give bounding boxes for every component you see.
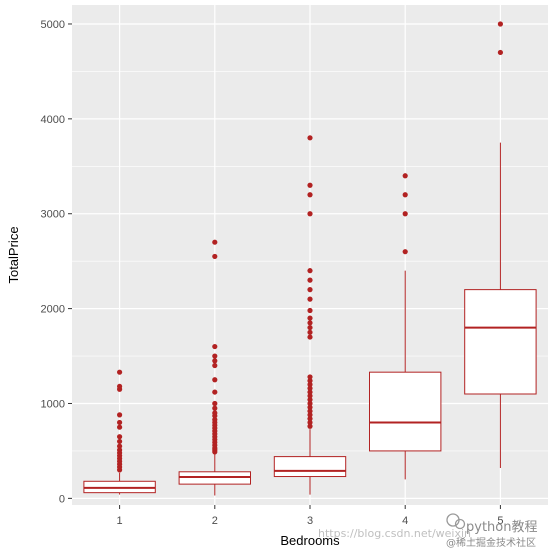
outlier-point [212,362,218,369]
x-tick-label: 2 [212,515,218,527]
outlier-point [307,381,313,388]
outlier-point [307,385,313,391]
outlier-point [212,389,218,395]
outlier-point [307,378,313,384]
box-group [178,239,252,496]
outlier-point [307,182,313,188]
box [369,371,442,452]
outlier-point [117,438,123,445]
y-tick-label: 3000 [41,209,65,221]
outlier-point [307,423,313,429]
outlier-point [212,353,218,359]
outlier-point [307,408,313,414]
outlier-point [307,324,313,331]
x-tick-label: 4 [402,515,408,527]
outlier-point [307,329,313,335]
outlier-point [307,192,313,198]
y-axis: 0 1000 2000 3000 4000 5000 [41,19,72,505]
outlier-point [212,405,218,411]
y-tick-label: 4000 [41,114,65,126]
x-axis-title: Bedrooms [280,533,340,548]
y-tick-label: 0 [59,493,65,505]
grid-layer [72,5,548,505]
x-tick-label: 1 [117,515,123,527]
outlier-point [212,400,218,407]
watermark-url: https://blog.csdn.net/weixin_ [318,527,477,540]
outlier-point [307,389,313,395]
box-layer [83,21,537,496]
outlier-point [307,287,313,293]
outlier-point [402,173,408,179]
outlier-point [307,315,313,321]
y-axis-title: TotalPrice [6,226,21,283]
x-tick-label: 3 [307,515,313,527]
watermark-community: @稀土掘金技术社区 [446,536,536,549]
outlier-point [497,21,503,27]
outlier-point [117,419,123,426]
outlier-point [402,192,408,198]
outlier-point [117,383,123,390]
outlier-point [307,397,313,403]
outlier-point [402,249,408,255]
outlier-point [307,296,313,302]
outlier-point [307,412,313,418]
outlier-point [307,419,313,426]
x-tick-label: 5 [497,515,503,527]
outlier-point [307,135,313,141]
outlier-point [212,239,218,245]
box-group [369,173,442,480]
outlier-point [307,211,313,217]
outlier-point [307,374,313,380]
box-group [83,369,156,495]
outlier-point [117,447,123,453]
outlier-point [307,393,313,399]
outlier-point [402,211,408,217]
outlier-point [307,277,313,283]
watermark: https://blog.csdn.net/weixin_ python教程 @… [318,513,537,549]
outlier-point [307,416,313,422]
x-axis: 1 2 3 4 5 [117,505,503,527]
box [273,456,347,478]
y-tick-label: 5000 [41,19,65,31]
outlier-point [117,369,123,375]
outlier-point [117,424,123,430]
outlier-point [307,307,313,314]
outlier-point [307,320,313,326]
box-group [464,21,537,468]
outlier-point [212,343,218,350]
outlier-point [307,404,313,410]
y-tick-label: 1000 [41,398,65,410]
y-tick-label: 2000 [41,304,65,316]
outlier-point [117,412,123,418]
outlier-point [497,49,503,56]
watermark-brand: python教程 [466,519,537,535]
box-group [273,135,347,495]
outlier-point [117,434,123,440]
brand-logo-icon [446,513,466,530]
outlier-point [307,334,313,340]
box [464,289,537,395]
outlier-point [212,253,218,260]
outlier-point [307,268,313,274]
outlier-point [212,410,218,416]
outlier-point [307,400,313,407]
outlier-point [117,443,123,449]
outlier-point [212,377,218,383]
outlier-point [212,417,218,423]
outlier-point [212,358,218,364]
